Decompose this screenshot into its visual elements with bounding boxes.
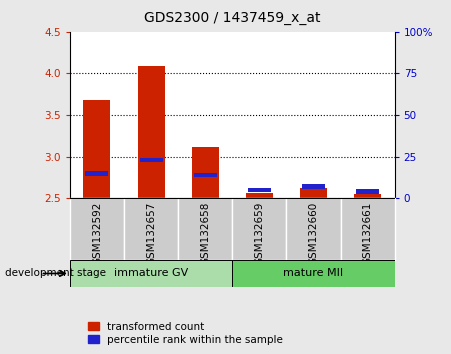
Text: GSM132658: GSM132658 <box>200 201 210 265</box>
Text: GSM132660: GSM132660 <box>308 201 318 264</box>
Legend: transformed count, percentile rank within the sample: transformed count, percentile rank withi… <box>84 317 287 349</box>
Bar <box>248 188 271 192</box>
Bar <box>138 66 165 198</box>
Bar <box>302 184 325 189</box>
Text: mature MII: mature MII <box>283 268 344 279</box>
Bar <box>341 198 395 260</box>
Bar <box>300 188 327 198</box>
Bar <box>354 194 381 198</box>
Bar <box>83 100 110 198</box>
Bar <box>356 189 379 194</box>
Bar <box>286 198 341 260</box>
Text: immature GV: immature GV <box>114 268 188 279</box>
Bar <box>232 260 395 287</box>
Bar <box>246 193 273 198</box>
Bar <box>86 171 109 176</box>
Text: GDS2300 / 1437459_x_at: GDS2300 / 1437459_x_at <box>144 11 321 25</box>
Text: GSM132661: GSM132661 <box>363 201 373 265</box>
Text: GSM132657: GSM132657 <box>146 201 156 265</box>
Bar <box>178 198 232 260</box>
Bar <box>70 260 232 287</box>
Bar <box>232 198 286 260</box>
Bar <box>70 198 124 260</box>
Bar <box>194 173 216 177</box>
Bar <box>124 198 178 260</box>
Text: development stage: development stage <box>5 268 106 279</box>
Bar <box>192 147 219 198</box>
Text: GSM132592: GSM132592 <box>92 201 102 265</box>
Bar <box>140 158 162 162</box>
Text: GSM132659: GSM132659 <box>254 201 264 265</box>
